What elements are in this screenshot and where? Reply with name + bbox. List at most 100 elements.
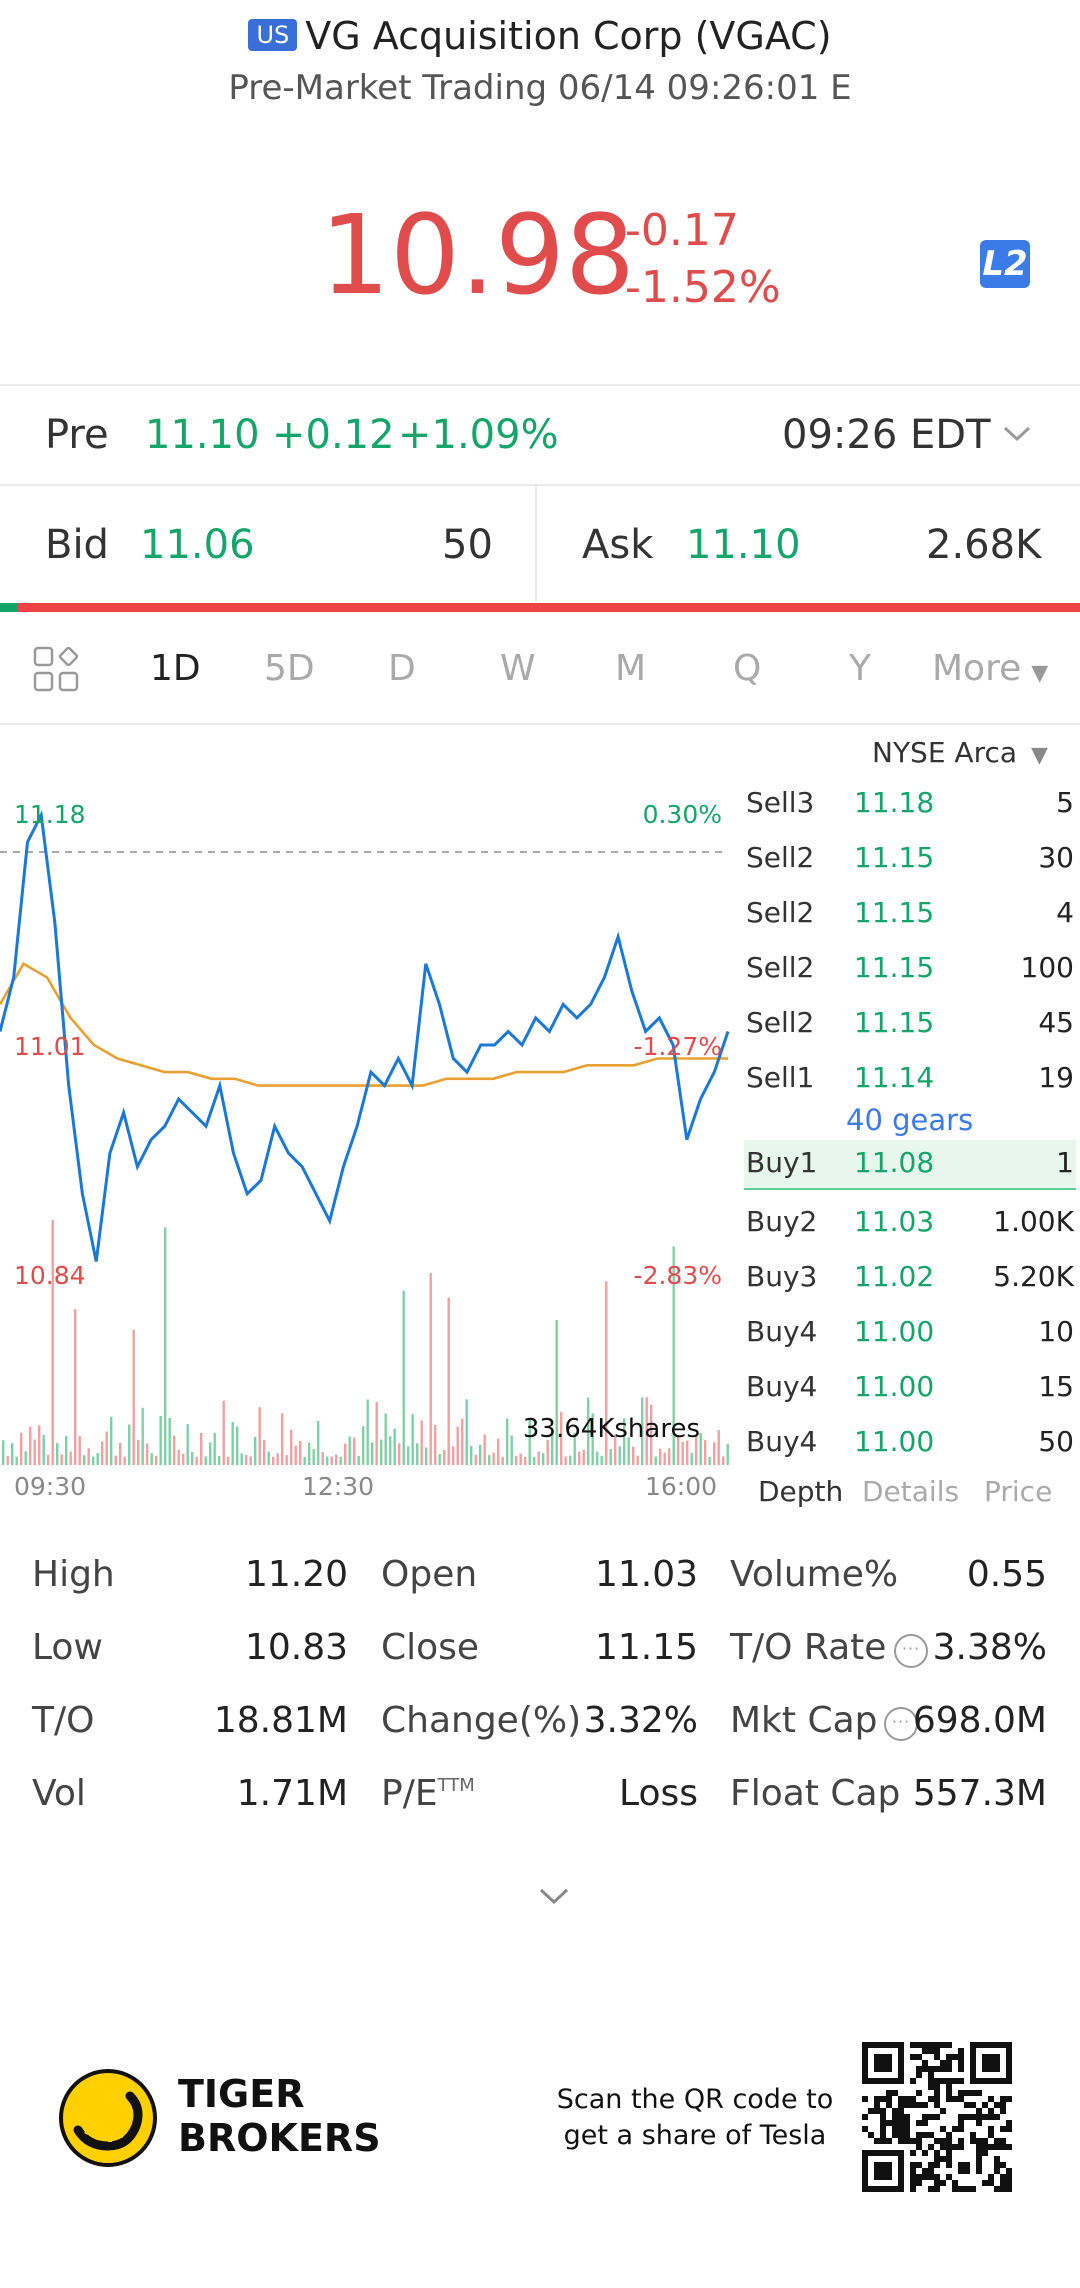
ob-level: Buy3 xyxy=(746,1260,818,1293)
tab-1d[interactable]: 1D xyxy=(150,648,201,689)
gears-count[interactable]: 40 gears xyxy=(846,1103,974,1137)
qr-code[interactable] xyxy=(862,2042,1012,2192)
qr-module xyxy=(898,2072,904,2078)
volume-bar xyxy=(420,1420,423,1465)
volume-bar xyxy=(542,1453,545,1465)
qr-module xyxy=(934,2084,940,2090)
stat-turnover-label: T/O xyxy=(32,1700,95,1741)
qr-module xyxy=(934,2048,940,2054)
qr-module xyxy=(898,2126,904,2132)
qr-module xyxy=(898,2132,904,2138)
average-price-line xyxy=(0,962,728,1087)
ob-price: 11.18 xyxy=(854,786,935,819)
qr-module xyxy=(922,2042,928,2048)
pe-superscript: TTM xyxy=(437,1775,475,1796)
volume-bar xyxy=(596,1451,599,1465)
grid-layout-icon[interactable] xyxy=(33,646,79,692)
tab-q[interactable]: Q xyxy=(733,648,762,689)
qr-module xyxy=(880,2078,886,2084)
more-info-icon[interactable]: ··· xyxy=(884,1707,918,1741)
volume-bar xyxy=(69,1451,72,1465)
ob-level: Sell2 xyxy=(746,841,815,874)
volume-bar xyxy=(29,1426,32,1465)
qr-module xyxy=(880,2174,886,2180)
qr-module xyxy=(892,2120,898,2126)
qr-module xyxy=(928,2096,934,2102)
qr-module xyxy=(988,2054,994,2060)
qr-module xyxy=(892,2078,898,2084)
volume-bar xyxy=(564,1456,567,1465)
qr-module xyxy=(910,2102,916,2108)
ob-price: 11.00 xyxy=(854,1425,935,1458)
scan-line-1: Scan the QR code to xyxy=(556,2084,834,2115)
chevron-down-icon[interactable] xyxy=(1002,424,1032,444)
qr-module xyxy=(916,2072,922,2078)
qr-module xyxy=(970,2048,976,2054)
tab-more[interactable]: More ▼ xyxy=(932,648,1048,689)
ask-price: 11.10 xyxy=(686,522,801,568)
volume-bar xyxy=(663,1452,666,1465)
volume-bar xyxy=(371,1442,374,1465)
qr-module xyxy=(868,2150,874,2156)
qr-module xyxy=(958,2186,964,2192)
qr-module xyxy=(982,2180,988,2186)
qr-module xyxy=(898,2048,904,2054)
expand-chevron-icon[interactable] xyxy=(536,1878,572,1914)
tab-m[interactable]: M xyxy=(615,648,647,689)
tab-depth[interactable]: Depth xyxy=(758,1475,844,1508)
qr-module xyxy=(880,2108,886,2114)
last-price: 10.98 xyxy=(320,191,635,319)
volume-bar xyxy=(366,1399,369,1465)
ob-level: Sell2 xyxy=(746,951,815,984)
qr-module xyxy=(1000,2174,1006,2180)
scan-instructions: Scan the QR code to get a share of Tesla xyxy=(540,2082,850,2154)
tab-details[interactable]: Details xyxy=(862,1475,960,1508)
volume-bar xyxy=(231,1422,234,1465)
exchange-selector[interactable]: NYSE Arca ▼ xyxy=(872,736,1048,769)
more-info-icon[interactable]: ··· xyxy=(894,1634,928,1668)
x-tick-0930: 09:30 xyxy=(14,1472,86,1501)
qr-module xyxy=(862,2042,868,2048)
volume-bar xyxy=(470,1446,473,1465)
volume-bar xyxy=(605,1281,608,1465)
qr-module xyxy=(988,2174,994,2180)
qr-module xyxy=(964,2114,970,2120)
volume-bar xyxy=(200,1433,203,1465)
qr-module xyxy=(958,2066,964,2072)
divider xyxy=(0,484,1080,486)
qr-module xyxy=(898,2108,904,2114)
tab-price[interactable]: Price xyxy=(984,1475,1053,1508)
volume-bar xyxy=(551,1429,554,1465)
ob-qty: 19 xyxy=(1038,1061,1074,1094)
tab-w[interactable]: W xyxy=(500,648,536,689)
ob-level: Buy4 xyxy=(746,1370,818,1403)
volume-bar xyxy=(456,1426,459,1465)
qr-module xyxy=(892,2114,898,2120)
qr-module xyxy=(940,2156,946,2162)
qr-module xyxy=(862,2168,868,2174)
intraday-chart[interactable]: 11.18 0.30% 11.01 -1.27% 10.84 -2.83% 33… xyxy=(0,725,740,1515)
level2-badge[interactable]: L2 xyxy=(980,240,1030,288)
tab-5d[interactable]: 5D xyxy=(264,648,315,689)
qr-module xyxy=(1006,2096,1012,2102)
qr-module xyxy=(928,2066,934,2072)
qr-module xyxy=(868,2042,874,2048)
pre-market-row[interactable]: Pre 11.10 +0.12 +1.09% 09:26 EDT xyxy=(0,388,1080,484)
qr-module xyxy=(1006,2072,1012,2078)
volume-bar xyxy=(168,1417,171,1465)
qr-module xyxy=(964,2162,970,2168)
volume-bar xyxy=(452,1446,455,1465)
volume-bar xyxy=(686,1440,689,1465)
volume-bar xyxy=(272,1456,275,1465)
qr-module xyxy=(958,2126,964,2132)
order-book-row: Buy4 11.00 15 xyxy=(744,1364,1076,1414)
qr-module xyxy=(862,2186,868,2192)
qr-module xyxy=(970,2060,976,2066)
volume-bar xyxy=(132,1329,135,1465)
divider xyxy=(0,384,1080,386)
qr-module xyxy=(916,2174,922,2180)
tab-y[interactable]: Y xyxy=(849,648,871,689)
tab-d[interactable]: D xyxy=(388,648,416,689)
volume-bar xyxy=(137,1439,140,1465)
qr-module xyxy=(946,2054,952,2060)
